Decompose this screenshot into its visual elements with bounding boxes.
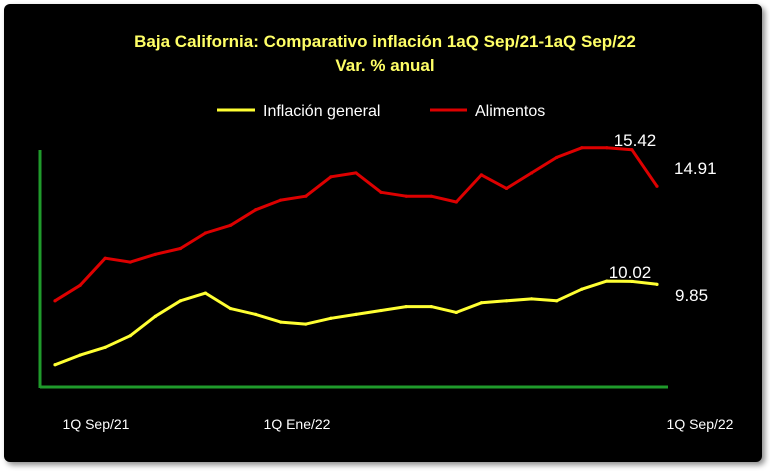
- data-point-alimentos-24: [655, 184, 659, 188]
- data-point-alimentos-6: [203, 231, 208, 235]
- data-point-alimentos-18: [504, 186, 509, 191]
- data-point-alimentos-22: [605, 146, 609, 150]
- data-point-inflacion-general-10: [304, 322, 308, 326]
- data-point-alimentos-9: [279, 198, 283, 202]
- data-point-inflacion-general-13: [379, 308, 383, 313]
- data-point-alimentos-21: [580, 146, 584, 150]
- data-point-inflacion-general-19: [529, 297, 534, 301]
- data-point-alimentos-16: [454, 200, 458, 204]
- data-point-alimentos-0: [53, 299, 57, 303]
- data-point-inflacion-general-8: [254, 312, 258, 316]
- data-point-alimentos-23: [630, 148, 634, 152]
- data-point-alimentos-14: [404, 194, 408, 198]
- data-point-alimentos-11: [329, 175, 333, 179]
- x-tick-label-sep22: 1Q Sep/22: [667, 416, 734, 432]
- data-point-alimentos-19: [529, 171, 534, 175]
- data-point-alimentos-5: [178, 246, 183, 251]
- data-point-alimentos-17: [479, 173, 484, 177]
- series-line-alimentos: [54, 146, 659, 303]
- data-point-inflacion-general-14: [404, 305, 408, 309]
- x-tick-label-sep21: 1Q Sep/21: [63, 416, 130, 432]
- data-label-alimentos-peak: 15.42: [614, 131, 657, 150]
- data-point-inflacion-general-0: [53, 363, 57, 367]
- data-label-inflacion-peak: 10.02: [609, 263, 652, 282]
- data-point-inflacion-general-7: [228, 306, 233, 311]
- data-point-inflacion-general-17: [479, 301, 484, 305]
- data-point-inflacion-general-22: [605, 279, 609, 283]
- data-point-inflacion-general-20: [555, 299, 559, 303]
- data-point-inflacion-general-1: [78, 353, 82, 357]
- series-line-inflacion-general: [54, 279, 658, 367]
- data-point-inflacion-general-5: [178, 299, 183, 303]
- data-point-inflacion-general-6: [203, 291, 208, 295]
- chart-title: Baja California: Comparativo inflación 1…: [134, 32, 636, 51]
- legend-label-alimentos: Alimentos: [475, 103, 545, 120]
- data-point-alimentos-3: [128, 260, 132, 264]
- data-point-alimentos-12: [354, 171, 358, 175]
- data-point-alimentos-8: [254, 208, 258, 212]
- data-point-inflacion-general-21: [580, 287, 584, 291]
- data-point-inflacion-general-16: [454, 310, 458, 315]
- data-point-inflacion-general-4: [153, 314, 157, 318]
- data-point-inflacion-general-9: [279, 320, 283, 324]
- data-point-inflacion-general-3: [128, 334, 132, 338]
- data-point-inflacion-general-23: [630, 279, 634, 284]
- data-point-alimentos-2: [103, 256, 107, 260]
- data-point-inflacion-general-18: [504, 299, 509, 303]
- data-point-alimentos-13: [379, 190, 383, 194]
- data-point-inflacion-general-24: [655, 282, 659, 286]
- data-point-inflacion-general-11: [329, 316, 333, 320]
- data-point-alimentos-20: [555, 155, 559, 160]
- legend-label-inflacion-general: Inflación general: [263, 103, 380, 120]
- data-label-alimentos-last: 14.91: [674, 159, 717, 178]
- data-point-alimentos-7: [228, 223, 233, 227]
- data-point-inflacion-general-12: [354, 312, 358, 316]
- data-point-alimentos-10: [304, 194, 308, 198]
- data-point-alimentos-1: [78, 283, 82, 287]
- data-point-inflacion-general-2: [103, 345, 107, 349]
- data-point-alimentos-4: [153, 252, 157, 256]
- data-label-inflacion-last: 9.85: [675, 286, 708, 305]
- x-tick-label-ene22: 1Q Ene/22: [264, 416, 331, 432]
- data-point-inflacion-general-15: [429, 305, 433, 309]
- data-point-alimentos-15: [429, 194, 433, 198]
- chart-subtitle: Var. % anual: [335, 56, 434, 75]
